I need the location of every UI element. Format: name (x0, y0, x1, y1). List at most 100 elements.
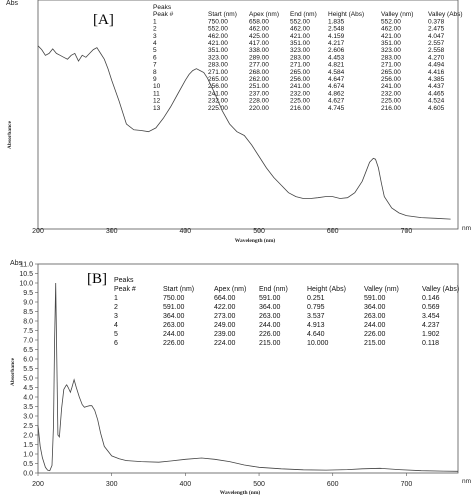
peaks-table-cell: 256.00 (208, 83, 228, 90)
peaks-table-cell: 9 (153, 76, 157, 83)
chart-b: Abs Absorbance Wavelength (nm) nm [B] 20… (10, 260, 471, 496)
peaks-table-cell: 4.237 (422, 322, 440, 329)
peaks-table-cell: 3.454 (422, 313, 440, 320)
chart-b-plot-frame (37, 263, 459, 474)
y-tick-label: 9.0 (23, 299, 33, 306)
peaks-table-cell: 244.00 (259, 322, 281, 329)
peaks-table-cell: 323.00 (208, 54, 228, 61)
peaks-table-cell: 425.00 (249, 33, 269, 40)
y-tick-label: 0.5 (23, 461, 33, 468)
peaks-table-cell: 4.385 (428, 76, 445, 83)
peaks-table-header: Apex (nm) (214, 286, 246, 293)
peaks-table-cell: 10 (153, 83, 161, 90)
peaks-table-cell: 664.00 (214, 295, 236, 302)
chart-b-x-axis-label: Wavelength (nm) (220, 489, 261, 496)
peaks-table-header: Height (Abs) (307, 286, 346, 293)
peaks-table-header: Peak # (114, 286, 136, 293)
peaks-table-cell: 265.00 (208, 76, 228, 83)
peaks-table-cell: 8 (153, 69, 157, 76)
peaks-table-cell: 216.00 (290, 105, 310, 112)
x-tick-label: 500 (253, 228, 265, 235)
peaks-table-cell: 4.437 (428, 83, 445, 90)
peaks-table-cell: 265.00 (381, 69, 401, 76)
peaks-table-cell: 237.00 (249, 90, 269, 97)
peaks-table-cell: 277.00 (249, 62, 269, 69)
chart-b-y-axis-top-label: Abs (10, 260, 23, 267)
y-tick-label: 8.5 (23, 309, 33, 316)
y-tick-label: 10.0 (19, 280, 33, 287)
peaks-table-cell: 0.146 (422, 295, 440, 302)
peaks-table-header: Valley (nm) (364, 286, 399, 293)
peaks-table-cell: 364.00 (259, 304, 281, 311)
peaks-table-cell: 4.453 (328, 54, 345, 61)
chart-b-panel-label: [B] (87, 271, 107, 287)
peaks-table-cell: 241.00 (208, 90, 228, 97)
peaks-table-cell: 4.584 (328, 69, 345, 76)
chart-b-peaks-table: Peaks Peak # Start (nm) Apex (nm) End (nm) He… (114, 277, 459, 347)
peaks-table-cell: 3.537 (307, 313, 325, 320)
peaks-table-cell: 421.00 (208, 40, 228, 47)
chart-b-units-label: nm (462, 478, 471, 485)
peaks-table-cell: 12 (153, 98, 161, 105)
peaks-table-cell: 241.00 (290, 83, 310, 90)
peaks-table-header: Valley (Abs) (428, 11, 463, 18)
peaks-table-cell: 226.00 (364, 331, 386, 338)
peaks-table-cell: 462.00 (381, 26, 401, 33)
peaks-table-cell: 0.251 (307, 295, 325, 302)
peaks-table-cell: 4.605 (428, 105, 445, 112)
peaks-table-cell: 4.627 (328, 98, 345, 105)
peaks-table-cell: 750.00 (208, 18, 228, 25)
peaks-table-cell: 351.00 (381, 40, 401, 47)
peaks-table-cell: 4.674 (328, 83, 345, 90)
peaks-table-cell: 750.00 (163, 295, 185, 302)
peaks-table-cell: 265.00 (290, 69, 310, 76)
peaks-table-cell: 262.00 (249, 76, 269, 83)
y-tick-label: 7.5 (23, 328, 33, 335)
peaks-table-cell: 220.00 (249, 105, 269, 112)
peaks-table-cell: 351.00 (208, 47, 228, 54)
y-tick-label: 9.5 (23, 290, 33, 297)
chart-a-y-axis-label: Absorbance (7, 120, 13, 149)
peaks-table-cell: 5 (114, 331, 118, 338)
y-tick-label: 0.0 (23, 470, 33, 477)
y-tick-label: 8.0 (23, 318, 33, 325)
peaks-table-cell: 4.647 (328, 76, 345, 83)
peaks-table-cell: 364.00 (163, 313, 185, 320)
peaks-table-cell: 11 (153, 90, 160, 97)
y-tick-label: 10.5 (19, 271, 33, 278)
peaks-table-cell: 0.378 (428, 18, 445, 25)
x-tick-label: 200 (32, 481, 44, 488)
peaks-table-cell: 2 (114, 304, 118, 311)
peaks-table-cell: 1 (153, 18, 157, 25)
peaks-table-cell: 4.862 (328, 90, 345, 97)
peaks-table-cell: 215.00 (259, 340, 281, 347)
peaks-table-cell: 4.524 (428, 98, 445, 105)
peaks-table-header: Valley (nm) (381, 11, 413, 18)
y-tick-label: 4.0 (23, 394, 33, 401)
peaks-table-cell: 283.00 (290, 54, 310, 61)
peaks-table-cell: 421.00 (290, 33, 310, 40)
peaks-table-cell: 4 (153, 40, 157, 47)
chart-b-series-line (37, 282, 459, 472)
y-tick-label: 7.0 (23, 337, 33, 344)
peaks-table-header: Peak # (153, 11, 174, 18)
peaks-table-cell: 462.00 (208, 33, 228, 40)
y-tick-label: 2.0 (23, 432, 33, 439)
chart-a-panel-label: [A] (93, 12, 114, 28)
peaks-table-cell: 2.557 (428, 40, 445, 47)
peaks-table-cell: 462.00 (290, 26, 310, 33)
y-tick-label: 6.5 (23, 347, 33, 354)
peaks-table-cell: 422.00 (214, 304, 236, 311)
peaks-table-cell: 552.00 (208, 26, 228, 33)
peaks-table-title: Peaks (114, 277, 134, 284)
y-tick-label: 6.0 (23, 356, 33, 363)
peaks-table-cell: 4.159 (328, 33, 345, 40)
chart-a: Abs Absorbance Wavelength (nm) nm [A] 20… (6, 0, 471, 244)
peaks-table-cell: 417.00 (249, 40, 269, 47)
chart-a-x-ticks: 200 300 400 500 600 700 (32, 228, 412, 235)
peaks-table-cell: 3 (153, 33, 157, 40)
peaks-table-cell: 0.569 (422, 304, 440, 311)
chart-a-series-line (37, 45, 451, 220)
peaks-table-cell: 421.00 (381, 33, 401, 40)
peaks-table-cell: 4.821 (328, 62, 345, 69)
